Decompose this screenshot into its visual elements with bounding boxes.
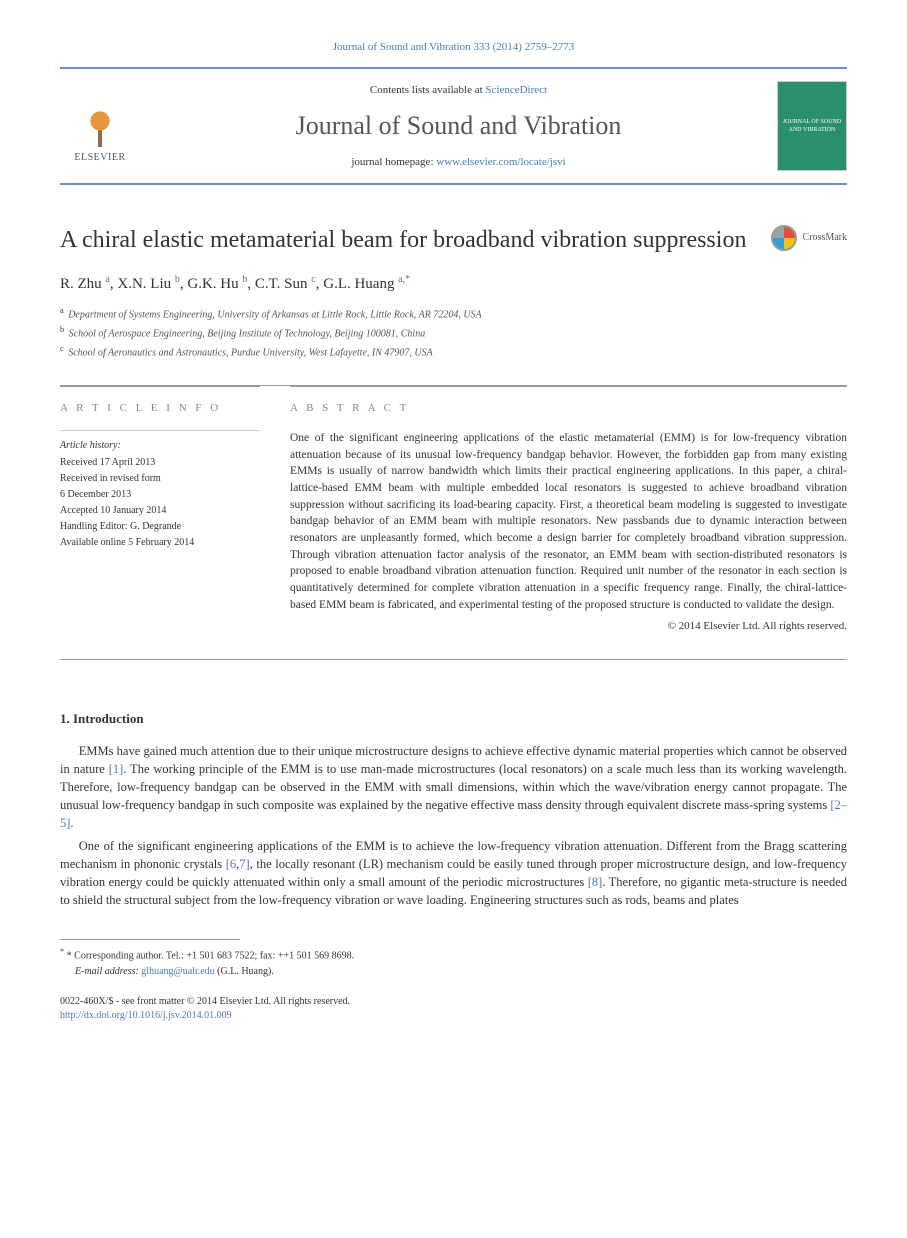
crossmark-label: CrossMark — [803, 231, 847, 245]
elsevier-logo: ELSEVIER — [60, 87, 140, 165]
sciencedirect-link[interactable]: ScienceDirect — [485, 84, 547, 96]
contents-line: Contents lists available at ScienceDirec… — [140, 83, 777, 98]
fax-label: ; fax: — [254, 950, 277, 961]
title-row: A chiral elastic metamaterial beam for b… — [60, 225, 847, 256]
cover-text: JOURNAL OF SOUND AND VIBRATION — [782, 118, 842, 135]
contents-prefix: Contents lists available at — [370, 84, 485, 96]
abstract-text: One of the significant engineering appli… — [290, 430, 847, 613]
intro-para-1: EMMs have gained much attention due to t… — [60, 742, 847, 833]
history-item: Accepted 10 January 2014 — [60, 504, 260, 518]
footnote-rule — [60, 939, 240, 940]
article-title: A chiral elastic metamaterial beam for b… — [60, 225, 757, 256]
intro-para-2: One of the significant engineering appli… — [60, 837, 847, 910]
corr-fax: ++1 501 569 8698. — [278, 950, 354, 961]
issn-line: 0022-460X/$ - see front matter © 2014 El… — [60, 995, 847, 1009]
p1-mid: . The working principle of the EMM is to… — [60, 762, 847, 812]
email-label: E-mail address: — [75, 966, 141, 977]
affiliation-line: c School of Aeronautics and Astronautics… — [60, 343, 847, 360]
article-info-col: A R T I C L E I N F O Article history: R… — [60, 386, 260, 635]
crossmark-badge[interactable]: CrossMark — [757, 225, 847, 251]
p1-end: . — [70, 816, 73, 830]
elsevier-label: ELSEVIER — [74, 151, 125, 165]
ref-link-1[interactable]: [1] — [109, 762, 124, 776]
history-item: Received 17 April 2013 — [60, 456, 260, 470]
abstract-col: A B S T R A C T One of the significant e… — [290, 386, 847, 635]
info-abstract-row: A R T I C L E I N F O Article history: R… — [60, 386, 847, 635]
history-item: 6 December 2013 — [60, 488, 260, 502]
email-suffix: (G.L. Huang). — [215, 966, 274, 977]
info-rule — [60, 430, 260, 431]
footer-meta: 0022-460X/$ - see front matter © 2014 El… — [60, 995, 847, 1023]
homepage-prefix: journal homepage: — [351, 156, 436, 168]
journal-name: Journal of Sound and Vibration — [140, 108, 777, 144]
header-citation: Journal of Sound and Vibration 333 (2014… — [60, 40, 847, 55]
history-item: Available online 5 February 2014 — [60, 536, 260, 550]
corr-label: * Corresponding author. Tel.: — [67, 950, 187, 961]
corr-tel: +1 501 683 7522 — [186, 950, 254, 961]
affiliation-line: b School of Aerospace Engineering, Beiji… — [60, 324, 847, 341]
homepage-link[interactable]: www.elsevier.com/locate/jsvi — [436, 156, 565, 168]
abstract-copyright: © 2014 Elsevier Ltd. All rights reserved… — [290, 619, 847, 634]
ref-link-8[interactable]: [8] — [588, 875, 603, 889]
ref-link-7[interactable]: 7] — [239, 857, 249, 871]
intro-heading: 1. Introduction — [60, 710, 847, 728]
email-link[interactable]: glhuang@ualr.edu — [141, 966, 214, 977]
article-info-heading: A R T I C L E I N F O — [60, 401, 260, 416]
history-label: Article history: — [60, 439, 260, 453]
history-item: Handling Editor: G. Degrande — [60, 520, 260, 534]
banner-center: Contents lists available at ScienceDirec… — [140, 83, 777, 170]
history-item: Received in revised form — [60, 472, 260, 486]
section-divider-2 — [60, 659, 847, 660]
abstract-heading: A B S T R A C T — [290, 401, 847, 416]
doi-link[interactable]: http://dx.doi.org/10.1016/j.jsv.2014.01.… — [60, 1010, 232, 1021]
journal-cover-thumb: JOURNAL OF SOUND AND VIBRATION — [777, 81, 847, 171]
author-list: R. Zhu a, X.N. Liu b, G.K. Hu b, C.T. Su… — [60, 273, 847, 295]
homepage-line: journal homepage: www.elsevier.com/locat… — [140, 155, 777, 170]
corr-marker: * — [60, 947, 64, 956]
email-line: E-mail address: glhuang@ualr.edu (G.L. H… — [60, 965, 847, 979]
journal-banner: ELSEVIER Contents lists available at Sci… — [60, 67, 847, 185]
corresponding-author: * * Corresponding author. Tel.: +1 501 6… — [60, 946, 847, 963]
elsevier-tree-icon — [70, 87, 130, 147]
ref-link-6[interactable]: [6 — [226, 857, 236, 871]
affiliations: a Department of Systems Engineering, Uni… — [60, 305, 847, 361]
crossmark-icon — [771, 225, 797, 251]
affiliation-line: a Department of Systems Engineering, Uni… — [60, 305, 847, 322]
